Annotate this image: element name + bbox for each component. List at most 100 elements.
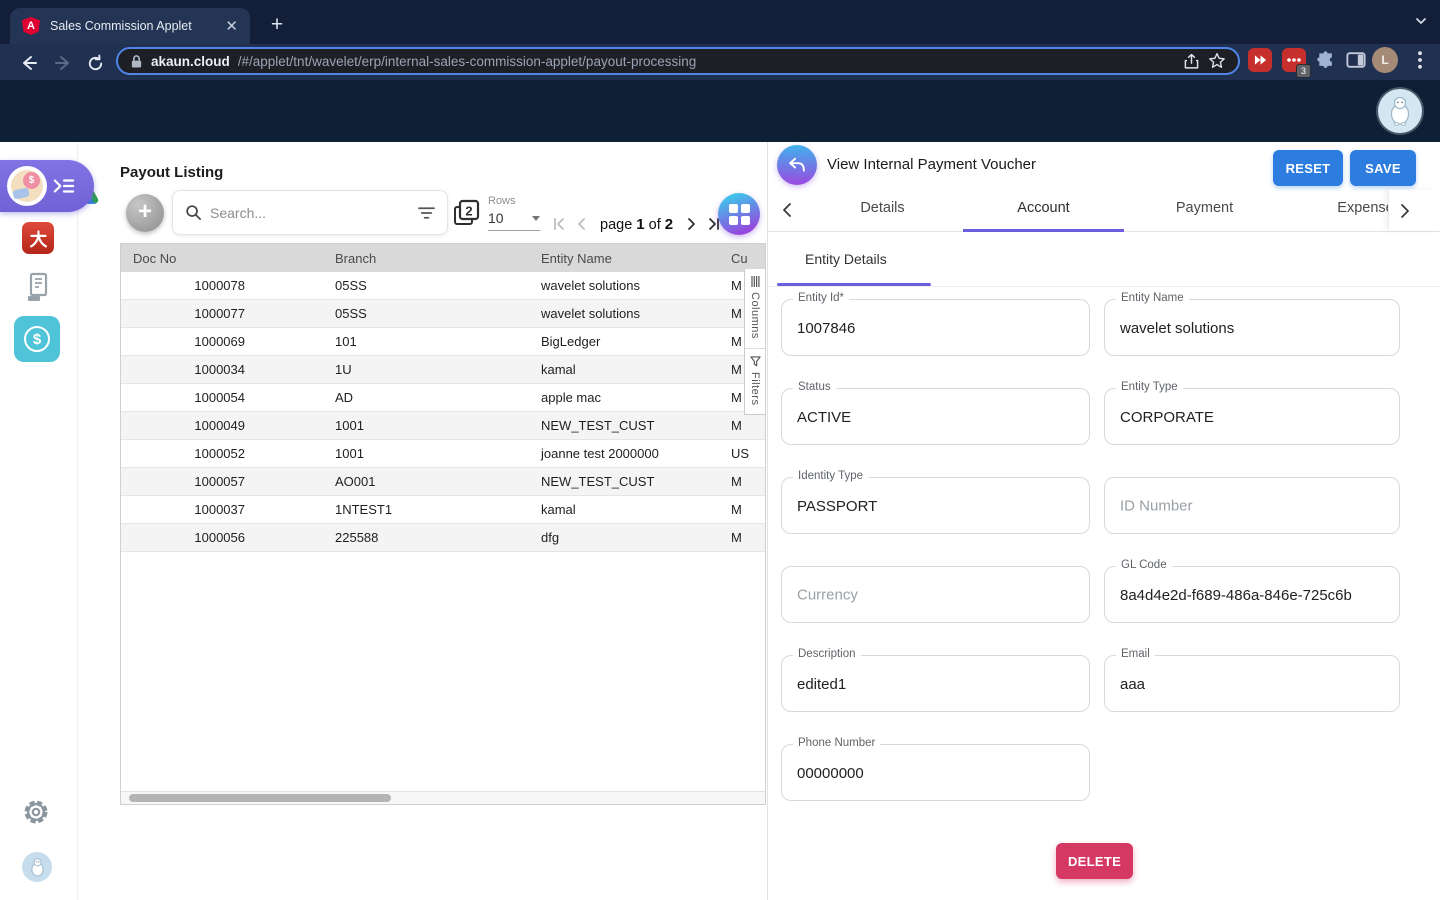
currency-field[interactable]: Currency — [781, 566, 1090, 623]
entity-id-field[interactable]: Entity Id* 1007846 — [781, 299, 1090, 356]
browser-tab[interactable]: A Sales Commission Applet ✕ — [10, 8, 250, 44]
app-header: akaun — [0, 80, 1440, 142]
sidebar-item-da-applet[interactable] — [22, 222, 54, 254]
table-row[interactable]: 100007705SSwavelet solutionsM — [121, 300, 765, 328]
sidebar-user-avatar[interactable] — [22, 852, 52, 882]
dollar-icon: $ — [24, 326, 50, 352]
share-icon[interactable] — [1183, 53, 1200, 70]
tabs-scroll-right-icon — [1399, 203, 1411, 219]
tabs-scroll-left-icon[interactable] — [781, 202, 793, 223]
url-path: /#/applet/tnt/wavelet/erp/internal-sales… — [238, 54, 1175, 69]
description-field[interactable]: Description edited1 — [781, 655, 1090, 712]
page-title: Payout Listing — [120, 164, 223, 181]
back-icon[interactable] — [16, 50, 42, 76]
forward-icon[interactable] — [50, 50, 76, 76]
table-row[interactable]: 10000491001NEW_TEST_CUSTM — [121, 412, 765, 440]
sidebar-item-sales-commission-active[interactable]: $ — [0, 160, 94, 212]
prev-page-icon[interactable] — [574, 216, 590, 232]
bookmark-star-icon[interactable] — [1208, 52, 1226, 70]
add-payout-button[interactable]: + — [126, 194, 164, 232]
active-tab-underline — [963, 229, 1124, 232]
browser-profile-avatar[interactable]: L — [1372, 47, 1398, 73]
tab-account[interactable]: Account — [963, 200, 1124, 216]
new-tab-button[interactable]: + — [262, 10, 292, 40]
subtab-divider — [768, 286, 1440, 287]
user-avatar[interactable] — [1378, 89, 1422, 133]
browser-menu-icon[interactable] — [1408, 48, 1432, 72]
email-field[interactable]: Email aaa — [1104, 655, 1400, 712]
tab-search-chevron-icon[interactable] — [1414, 14, 1428, 33]
phone-number-field[interactable]: Phone Number 00000000 — [781, 744, 1090, 801]
entity-type-field[interactable]: Entity Type CORPORATE — [1104, 388, 1400, 445]
payout-table: Doc No Branch Entity Name Cu 100007805SS… — [120, 243, 766, 805]
rows-value: 10 — [488, 210, 504, 226]
table-row[interactable]: 10000371NTEST1kamalM — [121, 496, 765, 524]
collapse-menu-icon[interactable] — [53, 177, 75, 195]
col-branch[interactable]: Branch — [331, 251, 537, 266]
sidebar-item-receipt-applet[interactable] — [25, 272, 50, 309]
panel-divider — [767, 142, 768, 900]
grid-view-button[interactable] — [718, 193, 760, 235]
extensions-puzzle-icon[interactable] — [1314, 48, 1338, 72]
address-bar[interactable]: akaun.cloud/#/applet/tnt/wavelet/erp/int… — [116, 47, 1240, 75]
col-currency[interactable]: Cu — [727, 251, 763, 266]
col-doc-no[interactable]: Doc No — [121, 251, 331, 266]
reply-arrow-icon — [787, 155, 807, 175]
voucher-back-button[interactable] — [777, 145, 817, 185]
gl-code-field[interactable]: GL Code 8a4d4e2d-f689-486a-846e-725c6b — [1104, 566, 1400, 623]
table-row[interactable]: 1000057AO001NEW_TEST_CUSTM — [121, 468, 765, 496]
extension-badge: 3 — [1296, 64, 1311, 78]
side-panel-icon[interactable] — [1344, 48, 1368, 72]
columns-icon — [751, 276, 760, 287]
table-row[interactable]: 100007805SSwavelet solutionsM — [121, 272, 765, 300]
first-page-icon[interactable] — [552, 216, 568, 232]
voucher-title: View Internal Payment Voucher — [827, 156, 1036, 173]
grid-icon — [729, 204, 750, 225]
search-box — [172, 190, 448, 235]
status-field[interactable]: Status ACTIVE — [781, 388, 1090, 445]
entity-name-field[interactable]: Entity Name wavelet solutions — [1104, 299, 1400, 356]
horizontal-scrollbar[interactable] — [121, 791, 765, 804]
search-input[interactable] — [210, 205, 410, 221]
app-sidebar: $ $ — [0, 142, 78, 900]
columns-tab[interactable]: Columns — [745, 269, 765, 348]
tab-details[interactable]: Details — [802, 200, 963, 216]
search-icon — [185, 204, 202, 221]
extension-dots-icon[interactable]: 3 — [1282, 48, 1306, 72]
tab-payment[interactable]: Payment — [1124, 200, 1285, 216]
filters-tab[interactable]: Filters — [745, 348, 765, 414]
rows-caret-icon — [532, 216, 540, 221]
table-header-row: Doc No Branch Entity Name Cu — [121, 244, 765, 272]
filter-funnel-icon — [750, 356, 761, 367]
sidebar-item-payment-applet[interactable]: $ — [14, 316, 60, 362]
next-page-icon[interactable] — [683, 216, 699, 232]
id-number-field[interactable]: ID Number — [1104, 477, 1400, 534]
save-button[interactable]: SAVE — [1350, 150, 1416, 186]
tabs-scroll-right[interactable] — [1388, 190, 1440, 231]
scrollbar-thumb[interactable] — [129, 794, 391, 802]
extension-adblock-icon[interactable] — [1248, 48, 1272, 72]
table-row[interactable]: 1000069101BigLedgerM — [121, 328, 765, 356]
angular-favicon: A — [22, 17, 40, 35]
delete-button[interactable]: DELETE — [1056, 843, 1133, 879]
col-entity-name[interactable]: Entity Name — [537, 251, 727, 266]
tab-close-icon[interactable]: ✕ — [225, 17, 238, 35]
reset-button[interactable]: RESET — [1273, 150, 1343, 186]
filter-list-icon[interactable] — [418, 206, 435, 220]
rows-label: Rows — [488, 195, 542, 207]
table-row[interactable]: 10000341UkamalM — [121, 356, 765, 384]
table-row[interactable]: 1000056225588dfgM — [121, 524, 765, 552]
lock-icon — [130, 54, 143, 69]
table-row[interactable]: 1000054ADapple macM — [121, 384, 765, 412]
tab-title: Sales Commission Applet — [50, 19, 215, 33]
pagination: page 1 of 2 — [552, 210, 721, 238]
settings-gear-icon[interactable] — [22, 798, 50, 831]
reload-icon[interactable] — [82, 50, 108, 76]
multi-page-icon[interactable]: 2 — [453, 198, 481, 233]
browser-tab-strip: A Sales Commission Applet ✕ + — [0, 0, 1440, 44]
rows-per-page-select[interactable]: Rows 10 — [488, 195, 542, 231]
subtab-entity-details[interactable]: Entity Details — [805, 251, 887, 267]
identity-type-field[interactable]: Identity Type PASSPORT — [781, 477, 1090, 534]
table-row[interactable]: 10000521001joanne test 2000000US — [121, 440, 765, 468]
page-indicator: page 1 of 2 — [600, 216, 673, 233]
